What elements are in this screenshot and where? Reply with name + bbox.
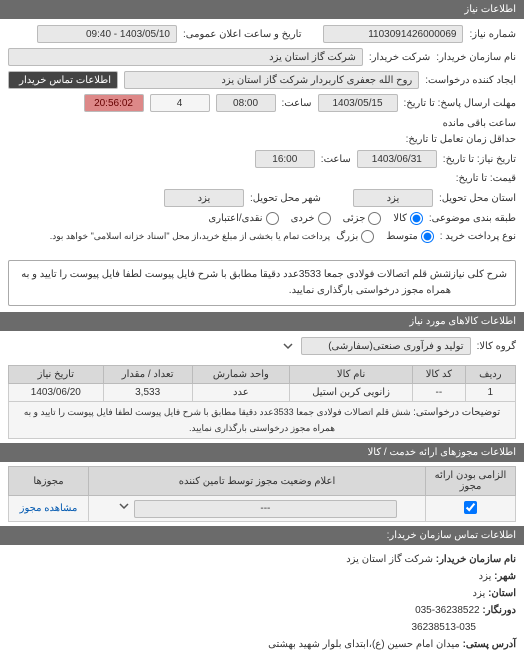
city-value: یزد xyxy=(479,571,492,582)
radio-cash[interactable]: نقدی/اعتباری xyxy=(208,212,278,225)
radio-avg-label: متوسط xyxy=(386,231,417,242)
buyer-name-label: نام سازمان خریدار: xyxy=(436,52,516,63)
deadline-time-label: ساعت: xyxy=(282,98,312,109)
state-label: استان: xyxy=(488,588,516,599)
buyer-company-value: شرکت گاز استان یزد xyxy=(8,48,363,66)
permit-status: --- xyxy=(89,496,426,522)
requester-value: روح الله جعفری کاربردار شرکت گاز استان ی… xyxy=(124,71,419,89)
radio-cash-label: نقدی/اعتباری xyxy=(208,213,262,224)
fax-label: دورنگار: xyxy=(482,605,516,616)
chevron-down-icon[interactable] xyxy=(281,339,295,353)
buyer-contact-button[interactable]: اطلاعات تماس خریدار xyxy=(8,71,118,89)
radio-large[interactable]: بزرگ xyxy=(336,230,374,243)
col-name: نام کالا xyxy=(290,366,413,384)
permit-row: --- مشاهده مجوز xyxy=(9,496,516,522)
cell-code: -- xyxy=(413,384,466,402)
buyer-company-label: شرکت خریدار: xyxy=(369,52,430,63)
section-permits: اطلاعات مجوزهای ارائه خدمت / کالا xyxy=(0,443,524,462)
remaining-time-value: 20:56:02 xyxy=(84,94,144,112)
col-code: کد کالا xyxy=(413,366,466,384)
radio-kala-label: کالا xyxy=(393,213,407,224)
requester-label: ایجاد کننده درخواست: xyxy=(425,75,516,86)
packaging-label: طبقه بندی موضوعی: xyxy=(429,213,516,224)
delivery-state-value: یزد xyxy=(353,189,433,207)
general-desc-label: شرح کلی نیاز: xyxy=(457,267,507,299)
col-row: ردیف xyxy=(465,366,515,384)
radio-partial[interactable]: جزئی xyxy=(343,212,382,225)
explain-row: توضیحات درخواستی: شش قلم اتصالات فولادی … xyxy=(9,402,516,439)
permit-status-value: --- xyxy=(134,500,396,518)
radio-large-label: بزرگ xyxy=(336,231,358,242)
col-date: تاریخ نیاز xyxy=(9,366,104,384)
cell-name: زانویی کربن استیل xyxy=(290,384,413,402)
section-buyer-contact: اطلاعات تماس سازمان خریدار: xyxy=(0,526,524,545)
cell-qty: 3,533 xyxy=(103,384,192,402)
mandatory-checkbox[interactable] xyxy=(464,501,477,514)
deadline-label: مهلت ارسال پاسخ: تا تاریخ: xyxy=(404,98,516,109)
radio-kala[interactable]: کالا xyxy=(393,212,423,225)
postal-label: آدرس پستی: xyxy=(463,639,516,650)
col-qty: تعداد / مقدار xyxy=(103,366,192,384)
req-number-label: شماره نیاز: xyxy=(469,29,516,40)
section-goods: اطلاعات کالاهای مورد نیاز xyxy=(0,312,524,331)
deadline-date-value: 1403/05/15 xyxy=(318,94,398,112)
payment-type-label: نوع پرداخت خرید : xyxy=(440,231,516,242)
payment-desc: پرداخت تمام یا بخشی از مبلغ خرید،از محل … xyxy=(50,231,330,242)
general-desc-box: شرح کلی نیاز: شش قلم اتصالات فولادی جمعا… xyxy=(8,260,516,306)
delivery-city-label: شهر محل تحویل: xyxy=(250,193,321,204)
chevron-down-icon[interactable] xyxy=(117,499,131,513)
cell-unit: عدد xyxy=(192,384,289,402)
goods-category-value: تولید و فرآوری صنعتی(سفارشی) xyxy=(301,337,471,355)
packaging-radios: کالا جزئی خردی نقدی/اعتباری xyxy=(208,212,423,225)
need-date-value: 1403/06/31 xyxy=(357,150,437,168)
remaining-label: ساعت باقی مانده xyxy=(443,118,516,129)
permits-table: الزامی بودن ارائه مجوز اعلام وضعیت مجوز … xyxy=(8,466,516,522)
delivery-state-label: استان محل تحویل: xyxy=(439,193,516,204)
fax-value: 36238522-035 xyxy=(415,605,480,616)
permit-mandatory xyxy=(426,496,516,522)
goods-table: ردیف کد کالا نام کالا واحد شمارش تعداد /… xyxy=(8,365,516,439)
permit-view: مشاهده مجوز xyxy=(9,496,89,522)
buyer-org-value: شرکت گاز استان یزد xyxy=(346,554,433,565)
section-need-info: اطلاعات نیاز xyxy=(0,0,524,19)
buyer-footer: نام سازمان خریدار: شرکت گاز استان یزد شه… xyxy=(0,545,524,659)
need-date-label: تاریخ نیاز: تا تاریخ: xyxy=(443,154,516,165)
state-value: یزد xyxy=(473,588,486,599)
cell-date: 1403/06/20 xyxy=(9,384,104,402)
goods-category-label: گروه کالا: xyxy=(477,341,516,352)
col-status: اعلام وضعیت مجوز توسط تامین کننده xyxy=(89,467,426,496)
req-number-value: 1103091426000069 xyxy=(323,25,463,43)
radio-khardi[interactable]: خردی xyxy=(291,212,331,225)
delivery-city-value: یزد xyxy=(164,189,244,207)
remaining-days-value: 4 xyxy=(150,94,210,112)
need-time-label: ساعت: xyxy=(321,154,351,165)
explain-text: شش قلم اتصالات فولادی جمعا 3533عدد دقیقا… xyxy=(24,407,411,433)
radio-avg[interactable]: متوسط xyxy=(386,230,433,243)
radio-partial-label: جزئی xyxy=(343,213,366,224)
col-mandatory: الزامی بودن ارائه مجوز xyxy=(426,467,516,496)
col-unit: واحد شمارش xyxy=(192,366,289,384)
cell-row: 1 xyxy=(465,384,515,402)
deadline-time-value: 08:00 xyxy=(216,94,276,112)
price-label: قیمت: تا تاریخ: xyxy=(456,173,516,184)
radio-khardi-label: خردی xyxy=(291,213,315,224)
interaction-label: حداقل زمان تعامل تا تاریخ: xyxy=(406,134,516,145)
postal-value: میدان امام حسین (ع)،ابتدای بلوار شهید به… xyxy=(268,639,460,650)
need-info-form: شماره نیاز: 1103091426000069 تاریخ و ساع… xyxy=(0,19,524,254)
need-time-value: 16:00 xyxy=(255,150,315,168)
col-permits: مجوزها xyxy=(9,467,89,496)
announce-date-value: 1403/05/10 - 09:40 xyxy=(37,25,177,43)
fax-value2: 36238513-035 xyxy=(411,622,476,633)
buyer-org-label: نام سازمان خریدار: xyxy=(436,554,516,565)
view-permit-link[interactable]: مشاهده مجوز xyxy=(20,503,78,514)
payment-radios: متوسط بزرگ xyxy=(336,230,434,243)
explain-label: توضیحات درخواستی: xyxy=(413,407,500,418)
general-desc-text: شش قلم اتصالات فولادی جمعا 3533عدد دقیقا… xyxy=(17,267,451,299)
table-row: 1 -- زانویی کربن استیل عدد 3,533 1403/06… xyxy=(9,384,516,402)
city-label: شهر: xyxy=(494,571,516,582)
announce-date-label: تاریخ و ساعت اعلان عمومی: xyxy=(183,29,302,40)
